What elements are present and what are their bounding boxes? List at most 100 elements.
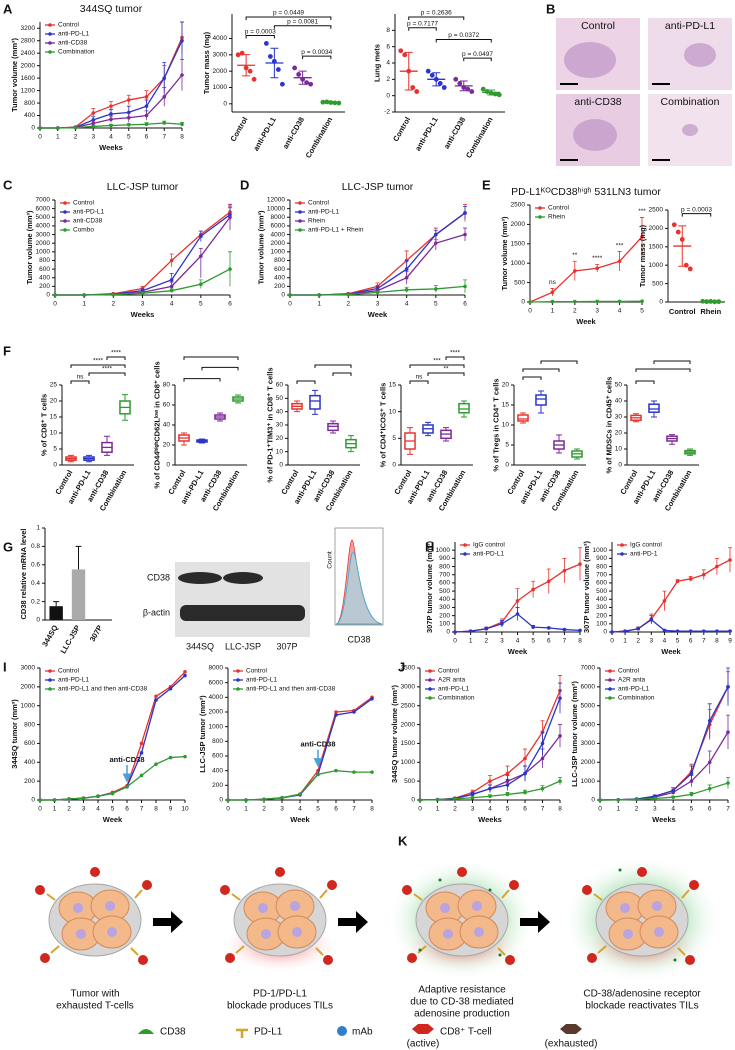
- panel-label: D: [240, 177, 249, 192]
- legend-label: A2R anta: [438, 677, 465, 684]
- y-tick-label: 400: [212, 767, 223, 774]
- data-point: [183, 754, 187, 759]
- data-point: [683, 262, 689, 268]
- data-point: [183, 669, 187, 674]
- data-point: [463, 211, 467, 215]
- y-tick-label: 400: [24, 112, 35, 119]
- significance-bracket: [183, 378, 221, 382]
- x-tick-label: 0: [453, 638, 457, 645]
- significance-label: ***: [433, 358, 441, 365]
- y-tick-label: 700: [439, 571, 450, 578]
- x-tick-label: 4: [170, 301, 174, 308]
- data-point: [649, 617, 654, 622]
- y-axis-label: 344SQ tumor (mm³): [10, 699, 19, 769]
- data-point: [728, 558, 732, 562]
- data-point: [67, 797, 71, 801]
- x-tick-label: 5: [676, 638, 680, 645]
- y-tick-label: 60: [163, 402, 171, 409]
- x-tick-label: 3: [500, 638, 504, 645]
- box: [517, 414, 529, 422]
- y-tick-label: 6000: [271, 223, 286, 230]
- y-tick-label: 3000: [213, 52, 228, 59]
- data-point: [370, 697, 374, 701]
- x-axis-label: Week: [368, 310, 388, 319]
- error-bar: [53, 601, 60, 607]
- data-point: [523, 756, 527, 761]
- x-tick-label: 5: [434, 301, 438, 308]
- y-tick-label: 15: [50, 414, 58, 421]
- flow-histogram: [334, 527, 384, 626]
- data-point: [199, 254, 203, 258]
- x-tick-label: 0: [53, 301, 57, 308]
- x-tick-label: 1: [56, 134, 60, 141]
- data-point: [228, 267, 232, 271]
- significance-bracket: [540, 360, 578, 364]
- data-point: [675, 579, 680, 584]
- x-tick-label: 7: [563, 638, 567, 645]
- legend-marker: [298, 219, 302, 223]
- data-point: [262, 797, 266, 802]
- y-tick-label: 3000: [21, 665, 36, 672]
- y-tick-label: 1000: [511, 260, 526, 267]
- blot-lane-label: 344SQ: [186, 641, 214, 651]
- y-axis-label: % of Tregs in CD4⁺ T cells: [492, 378, 501, 471]
- x-tick-label: 4: [663, 638, 667, 645]
- series-line: [529, 236, 643, 303]
- x-tick-label: 3: [471, 806, 475, 813]
- y-tick-label: 4000: [209, 694, 224, 701]
- data-point: [515, 599, 520, 603]
- data-point: [578, 562, 582, 566]
- blot-row-label: CD38: [147, 572, 170, 582]
- data-point: [558, 734, 562, 738]
- diagram-legend: PD-L1: [254, 1027, 283, 1038]
- x-tick-label: 1: [53, 806, 57, 813]
- y-tick-label: 6000: [209, 679, 224, 686]
- data-point: [531, 587, 535, 592]
- data-point: [623, 629, 627, 633]
- legend-label: anti-PD-L1: [438, 686, 469, 693]
- x-tick-label: 3: [650, 638, 654, 645]
- data-point: [671, 222, 677, 228]
- legend-label: anti-PD-L1: [246, 677, 277, 684]
- legend-marker: [428, 669, 432, 673]
- data-point: [546, 626, 551, 630]
- data-point: [434, 232, 438, 237]
- data-point: [453, 76, 459, 82]
- y-tick-label: 500: [652, 280, 663, 287]
- x-tick-label: 7: [726, 806, 730, 813]
- sd-bar: [326, 101, 335, 104]
- panel-label: C: [3, 177, 13, 192]
- data-point: [144, 104, 149, 108]
- x-tick-label: 6: [145, 134, 149, 141]
- data-point: [38, 126, 42, 130]
- data-point: [144, 113, 149, 118]
- y-tick-label: 1000: [581, 778, 596, 785]
- y-tick-label: 80: [163, 382, 171, 389]
- legend-label: anti-PD-L1 and then anti-CD38: [246, 686, 336, 693]
- flow-x-label: CD38: [347, 634, 370, 644]
- x-tick-label: 5: [199, 301, 203, 308]
- panel-label: K: [398, 833, 408, 848]
- legend-marker: [48, 50, 52, 54]
- significance-bracket: [522, 368, 560, 372]
- data-point: [640, 235, 644, 239]
- legend-marker: [298, 210, 302, 214]
- sd-bar: [487, 89, 496, 96]
- whisker: [538, 405, 544, 414]
- y-tick-label: 10: [50, 430, 58, 437]
- data-point: [488, 779, 492, 783]
- y-tick-label: 3000: [401, 684, 416, 691]
- data-point: [109, 104, 113, 108]
- x-tick-label: Control: [391, 115, 412, 143]
- data-point: [140, 291, 145, 296]
- significance-bracket: [70, 380, 90, 384]
- y-tick-label: 1000: [271, 249, 286, 256]
- y-tick-label: 2000: [581, 759, 596, 766]
- significance-label: p = 0.0372: [448, 32, 479, 39]
- y-tick-label: 2800: [21, 37, 36, 44]
- whisker: [122, 413, 128, 421]
- y-tick-label: 2000: [21, 62, 36, 69]
- data-point: [558, 696, 562, 700]
- y-axis-label: % of PD-1⁺TIM3⁺ in CD8⁺ T cells: [266, 367, 275, 482]
- x-tick-label: 9: [169, 806, 173, 813]
